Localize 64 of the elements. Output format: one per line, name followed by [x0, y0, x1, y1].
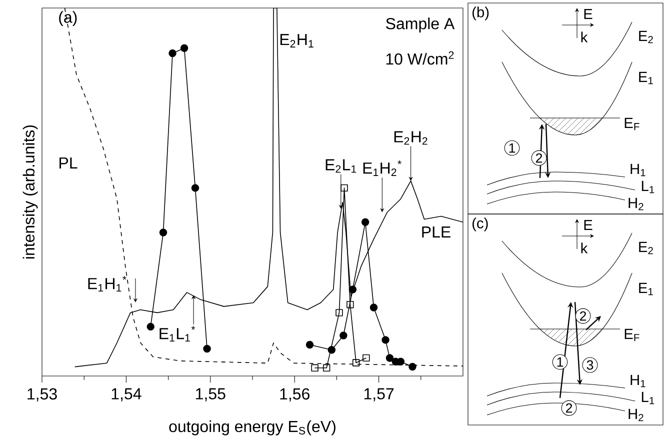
annotation: E$_{2}$H$_{2}$	[394, 131, 428, 145]
point	[408, 363, 416, 371]
text: 2	[536, 154, 542, 163]
text: H$_{2}$	[628, 409, 644, 422]
point	[340, 332, 348, 340]
text: E	[584, 220, 592, 230]
text: H$_{1}$	[630, 164, 646, 176]
point	[352, 359, 360, 367]
x-tick-label: 1,54	[112, 388, 142, 402]
point	[322, 364, 330, 372]
text: E	[584, 9, 592, 20]
annotation: Sample A	[386, 18, 455, 33]
y-axis-title: intensity (arb.units)	[22, 126, 38, 259]
text: L$_{1}$	[642, 392, 654, 404]
text: E$_{1}$	[639, 72, 653, 84]
point	[311, 364, 318, 372]
point	[146, 322, 154, 331]
point	[328, 346, 336, 354]
text: L$_{1}$	[642, 181, 654, 194]
text: k	[581, 32, 588, 42]
point	[168, 50, 176, 58]
x-tick-label: 1,53	[28, 388, 57, 402]
text: 2	[580, 312, 586, 321]
point	[340, 184, 348, 192]
annotation: E$_{1}$H$_{2}$*	[363, 160, 402, 176]
x-tick-label: 1,55	[196, 388, 226, 402]
text: E$_{2}$	[639, 31, 653, 44]
point	[386, 354, 394, 362]
point	[203, 345, 211, 353]
text: (b)	[472, 6, 489, 20]
annotation: E$_{1}$L$_{1}$*	[160, 326, 196, 342]
chart-title: (a)	[59, 11, 77, 26]
x-axis-title: outgoing energy E$_{S}$(eV)	[169, 420, 336, 436]
text: E$_{2}$	[639, 242, 653, 254]
point	[180, 44, 188, 52]
x-tick-label: 1,56	[280, 388, 310, 402]
text: H$_{1}$	[630, 375, 646, 388]
point	[370, 304, 378, 312]
series-label: PLE	[422, 226, 450, 238]
series-label: PL	[60, 158, 78, 169]
text: 3	[586, 360, 594, 370]
text: 1	[557, 358, 564, 367]
point	[382, 336, 390, 344]
text: E$_{1}$	[639, 283, 653, 296]
annotation: E$_{2}$H$_{1}$	[280, 34, 314, 48]
point	[159, 228, 168, 237]
point	[362, 354, 370, 362]
point	[361, 218, 370, 226]
x-tick-label: 1,57	[364, 388, 394, 402]
text: 2	[566, 404, 572, 413]
point	[348, 286, 357, 294]
point	[191, 184, 200, 192]
annotation: E$_{1}$H$_{1}$*	[88, 276, 126, 292]
annotation: E$_{2}$L$_{1}$	[326, 159, 356, 173]
text: E$_{F}$	[624, 329, 640, 342]
text: 1	[509, 144, 516, 153]
point	[336, 309, 343, 316]
text: (c)	[472, 218, 488, 232]
text: E$_{F}$	[624, 118, 640, 130]
text: H$_{2}$	[628, 198, 644, 210]
annotation: 10 W/cm$^{2}$	[386, 51, 454, 65]
text: k	[581, 242, 588, 254]
point	[306, 341, 314, 349]
point	[346, 301, 354, 308]
